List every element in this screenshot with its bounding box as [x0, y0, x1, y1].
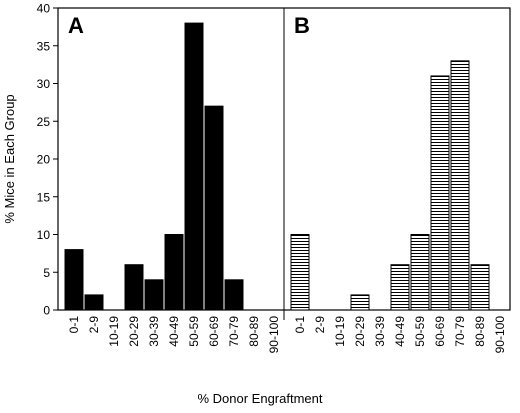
x-tick-label: 2-9 [87, 316, 101, 334]
y-tick-label: 20 [37, 153, 51, 167]
y-tick-label: 15 [37, 190, 51, 204]
x-tick-label: 80-89 [473, 316, 487, 347]
x-tick-label: 20-29 [353, 316, 367, 347]
bar-b-60-69 [430, 75, 450, 311]
x-tick-label: 40-49 [167, 316, 181, 347]
x-tick-label: 40-49 [393, 316, 407, 347]
bar-a-50-59 [184, 22, 204, 311]
x-axis-title: % Donor Engraftment [197, 391, 322, 406]
x-tick-label: 20-29 [127, 316, 141, 347]
x-tick-label: 30-39 [147, 316, 161, 347]
x-tick-label: 60-69 [433, 316, 447, 347]
bar-b-80-89 [470, 264, 490, 311]
x-tick-label: 70-79 [227, 316, 241, 347]
bar-b-70-79 [450, 60, 470, 311]
bar-a-40-49 [164, 234, 184, 311]
x-tick-label: 70-79 [453, 316, 467, 347]
x-tick-label: 0-1 [67, 316, 81, 334]
y-tick-label: 30 [37, 77, 51, 91]
panel-label-a: A [68, 13, 84, 38]
x-tick-label: 90-100 [493, 316, 507, 354]
x-tick-label: 2-9 [313, 316, 327, 334]
bar-b-0-1 [290, 234, 310, 311]
panel-label-b: B [294, 13, 310, 38]
y-tick-label: 5 [43, 266, 50, 280]
bar-b-40-49 [390, 264, 410, 311]
bar-a-0-1 [64, 249, 84, 311]
x-tick-label: 80-89 [247, 316, 261, 347]
x-tick-label: 0-1 [293, 316, 307, 334]
y-tick-label: 40 [37, 2, 51, 16]
bar-a-30-39 [144, 279, 164, 311]
bar-b-50-59 [410, 234, 430, 311]
y-axis-title: % Mice in Each Group [2, 94, 17, 223]
x-tick-label: 30-39 [373, 316, 387, 347]
y-tick-label: 35 [37, 39, 51, 53]
bar-a-20-29 [124, 264, 144, 311]
y-tick-label: 0 [43, 304, 50, 318]
y-tick-label: 25 [37, 115, 51, 129]
x-tick-label: 50-59 [187, 316, 201, 347]
bar-b-20-29 [350, 294, 370, 311]
y-tick-label: 10 [37, 228, 51, 242]
x-tick-label: 10-19 [107, 316, 121, 347]
x-tick-label: 10-19 [333, 316, 347, 347]
x-tick-label: 60-69 [207, 316, 221, 347]
x-tick-label: 90-100 [267, 316, 281, 354]
bar-a-60-69 [204, 105, 224, 311]
x-tick-label: 50-59 [413, 316, 427, 347]
bar-a-70-79 [224, 279, 244, 311]
bar-a-2-9 [84, 294, 104, 311]
